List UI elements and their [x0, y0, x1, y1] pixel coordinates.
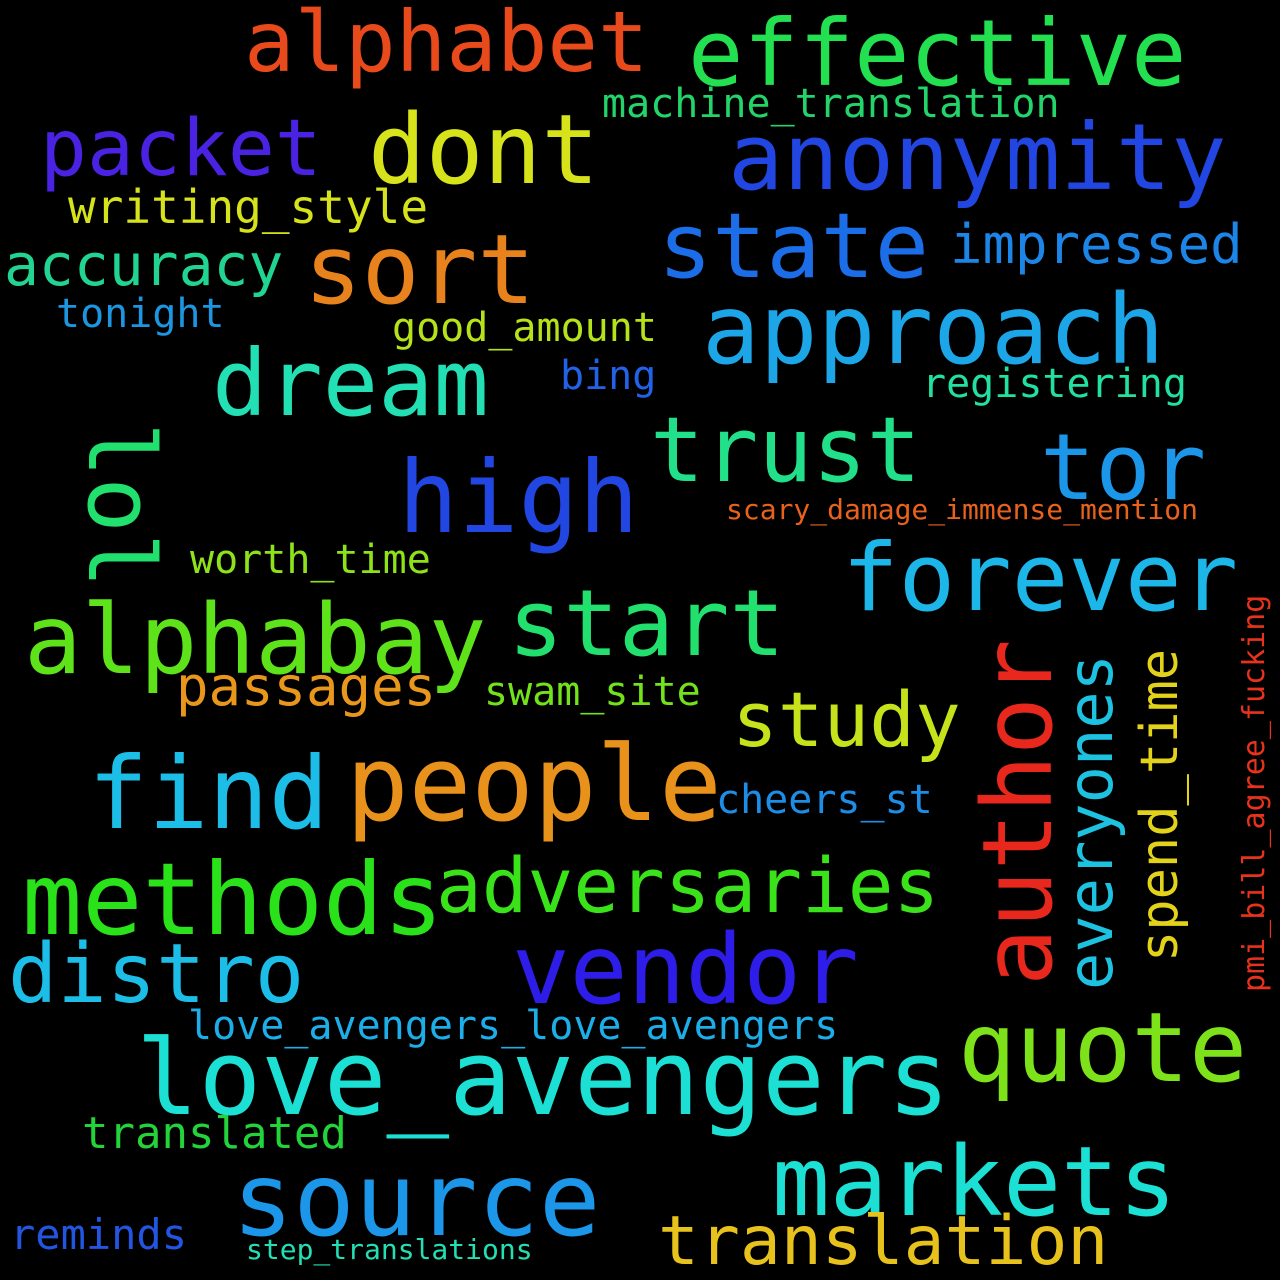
- word-alphabay: alphabay: [24, 584, 487, 696]
- word-step-translations: step_translations: [246, 1233, 533, 1266]
- word-high: high: [398, 439, 639, 556]
- word-dream: dream: [212, 330, 489, 437]
- word-cheers-st: cheers_st: [716, 777, 933, 823]
- word-scary-damage-immense-mention: scary_damage_immense_mention: [726, 493, 1199, 526]
- word-anonymity: anonymity: [728, 104, 1227, 211]
- word-impressed: impressed: [950, 213, 1243, 276]
- word-everyones: everyones: [1054, 654, 1127, 990]
- word-effective: effective: [688, 0, 1187, 107]
- word-study: study: [732, 675, 961, 764]
- word-find: find: [88, 735, 329, 852]
- word-approach: approach: [702, 274, 1165, 386]
- word-translated: translated: [82, 1108, 347, 1159]
- word-good-amount: good_amount: [392, 305, 657, 351]
- word-pmi-bill-agree-fucking: pmi_bill_agree_fucking: [1237, 594, 1272, 992]
- word-tor: tor: [1040, 414, 1207, 521]
- word-vendor: vendor: [512, 914, 859, 1026]
- word-trust: trust: [650, 398, 921, 503]
- word-love-avengers-love-avengers: love_avengers_love_avengers: [188, 1003, 839, 1049]
- word-sort: sort: [304, 214, 536, 326]
- word-methods: methods: [22, 841, 444, 958]
- word-author: author: [962, 639, 1074, 986]
- word-accuracy: accuracy: [4, 231, 284, 299]
- word-quote: quote: [958, 992, 1247, 1104]
- word-love-avengers: love_avengers: [136, 1017, 950, 1139]
- word-adversaries: adversaries: [436, 841, 940, 930]
- word-markets: markets: [772, 1126, 1177, 1238]
- word-forever: forever: [842, 524, 1239, 633]
- word-tonight: tonight: [56, 291, 225, 337]
- word-translation: translation: [658, 1202, 1109, 1280]
- word-dont: dont: [368, 94, 600, 206]
- word-swam-site: swam_site: [484, 669, 701, 715]
- word-spend-time: spend_time: [1130, 648, 1190, 962]
- word-machine-translation: machine_translation: [602, 81, 1060, 127]
- word-reminds: reminds: [10, 1210, 188, 1259]
- word-passages: passages: [176, 655, 437, 718]
- word-writing-style: writing_style: [68, 180, 429, 234]
- word-packet: packet: [40, 104, 322, 194]
- word-bing: bing: [560, 353, 657, 399]
- word-worth-time: worth_time: [190, 537, 431, 583]
- word-source: source: [232, 1141, 601, 1260]
- word-state: state: [658, 194, 929, 299]
- word-distro: distro: [8, 927, 305, 1022]
- word-lol: lol: [67, 422, 174, 589]
- word-start: start: [508, 570, 785, 677]
- word-people: people: [346, 723, 722, 845]
- word-registering: registering: [922, 361, 1187, 407]
- word-alphabet: alphabet: [244, 0, 649, 91]
